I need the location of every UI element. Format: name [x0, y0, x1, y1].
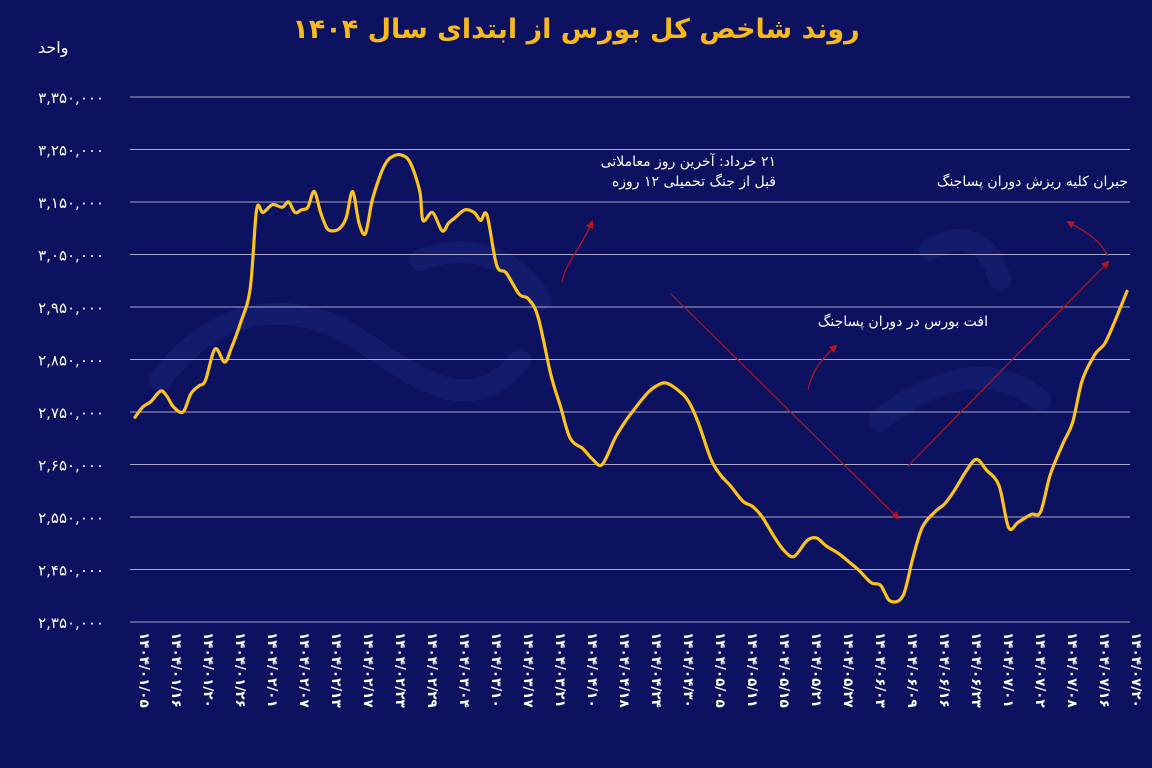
- x-tick-label: ۱۴۰۴/۰۲/۱۷: [360, 632, 376, 709]
- chart-title: روند شاخص کل بورس از ابتدای سال ۱۴۰۴: [292, 14, 860, 45]
- x-tick-label: ۱۴۰۴/۰۱/۲۰: [200, 632, 216, 708]
- y-axis-ticks: ۳,۳۵۰,۰۰۰ ۳,۲۵۰,۰۰۰ ۳,۱۵۰,۰۰۰ ۳,۰۵۰,۰۰۰ ۲,۹۵…: [38, 89, 104, 632]
- x-tick-label: ۱۴۰۴/۰۳/۱۰: [488, 632, 504, 708]
- x-tick-label: ۱۴۰۴/۰۷/۰۱: [1000, 632, 1016, 708]
- y-tick-label: ۲,۶۵۰,۰۰۰: [38, 457, 104, 475]
- x-tick-label: ۱۴۰۴/۰۳/۰۴: [456, 632, 472, 708]
- x-tick-label: ۱۴۰۴/۰۷/۰۸: [1064, 632, 1080, 709]
- y-tick-label: ۳,۳۵۰,۰۰۰: [38, 89, 104, 107]
- x-tick-label: ۱۴۰۴/۰۷/۱۶: [1096, 632, 1112, 708]
- y-tick-label: ۲,۴۵۰,۰۰۰: [38, 562, 104, 580]
- decline-curl-arrow: [807, 344, 838, 391]
- x-tick-label: ۱۴۰۴/۰۴/۱۸: [616, 632, 632, 709]
- x-tick-label: ۱۴۰۴/۰۵/۱۵: [776, 632, 792, 708]
- x-tick-label: ۱۴۰۴/۰۵/۲۷: [840, 632, 856, 709]
- annotation-decline: افت بورس در دوران پساجنگ: [817, 314, 988, 330]
- y-tick-label: ۳,۲۵۰,۰۰۰: [38, 142, 104, 160]
- x-tick-label: ۱۴۰۴/۰۴/۳۰: [680, 632, 696, 708]
- x-tick-label: ۱۴۰۴/۰۷/۲۰: [1128, 632, 1144, 708]
- y-tick-label: ۲,۵۵۰,۰۰۰: [38, 509, 104, 527]
- x-tick-label: ۱۴۰۴/۰۶/۰۳: [872, 632, 888, 709]
- x-tick-label: ۱۴۰۴/۰۱/۲۶: [232, 632, 248, 708]
- x-tick-label: ۱۴۰۴/۰۳/۱۷: [520, 632, 536, 709]
- grid-lines: [130, 96, 1130, 623]
- x-tick-label: ۱۴۰۴/۰۲/۲۹: [424, 632, 440, 708]
- x-tick-label: ۱۴۰۴/۰۶/۱۶: [936, 632, 952, 708]
- y-tick-label: ۳,۱۵۰,۰۰۰: [38, 194, 104, 212]
- x-tick-label: ۱۴۰۴/۰۷/۰۲: [1032, 632, 1048, 709]
- x-tick-label: ۱۴۰۴/۰۲/۱۳: [328, 632, 344, 709]
- x-axis-ticks: ۱۴۰۴/۰۱/۰۵ ۱۴۰۴/۰۱/۱۶ ۱۴۰۴/۰۱/۲۰ ۱۴۰۴/۰۱/۲۶…: [136, 632, 1144, 709]
- y-tick-label: ۲,۹۵۰,۰۰۰: [38, 299, 104, 317]
- x-tick-label: ۱۴۰۴/۰۲/۰۱: [264, 632, 280, 708]
- x-tick-label: ۱۴۰۴/۰۵/۲۱: [808, 632, 824, 708]
- x-tick-label: ۱۴۰۴/۰۱/۰۵: [136, 632, 152, 708]
- x-tick-label: ۱۴۰۴/۰۳/۲۱: [552, 632, 568, 708]
- x-tick-label: ۱۴۰۴/۰۱/۱۶: [168, 632, 184, 708]
- decline-arrow: [669, 292, 900, 520]
- y-tick-label: ۲,۳۵۰,۰۰۰: [38, 614, 104, 632]
- annotation-ceasefire: ۲۱ خرداد: آخرین روز معاملاتی قبل از جنگ …: [600, 154, 776, 190]
- ceasefire-curl-arrow: [561, 220, 594, 283]
- x-tick-label: ۱۴۰۴/۰۲/۰۷: [296, 632, 312, 709]
- y-tick-label: ۲,۸۵۰,۰۰۰: [38, 352, 104, 370]
- annotation-recovery: جبران کلیه ریزش دوران پساجنگ: [936, 174, 1128, 190]
- recovery-curl-arrow: [1066, 221, 1109, 257]
- series-line: [133, 152, 1129, 604]
- recovery-arrow: [907, 260, 1110, 467]
- x-tick-label: ۱۴۰۴/۰۴/۲۴: [648, 632, 664, 708]
- y-axis-unit-label: واحد: [38, 38, 69, 57]
- x-tick-label: ۱۴۰۴/۰۶/۲۳: [968, 632, 984, 709]
- y-tick-label: ۳,۰۵۰,۰۰۰: [38, 247, 104, 265]
- x-tick-label: ۱۴۰۴/۰۶/۰۹: [904, 632, 920, 708]
- annotation-arrows: [561, 220, 1110, 520]
- series-layer: [133, 152, 1129, 604]
- y-tick-label: ۲,۷۵۰,۰۰۰: [38, 404, 104, 422]
- x-tick-label: ۱۴۰۴/۰۵/۰۵: [712, 632, 728, 708]
- x-tick-label: ۱۴۰۴/۰۴/۱۰: [584, 632, 600, 708]
- x-tick-label: ۱۴۰۴/۰۲/۲۳: [392, 632, 408, 709]
- x-tick-label: ۱۴۰۴/۰۵/۱۱: [744, 632, 760, 708]
